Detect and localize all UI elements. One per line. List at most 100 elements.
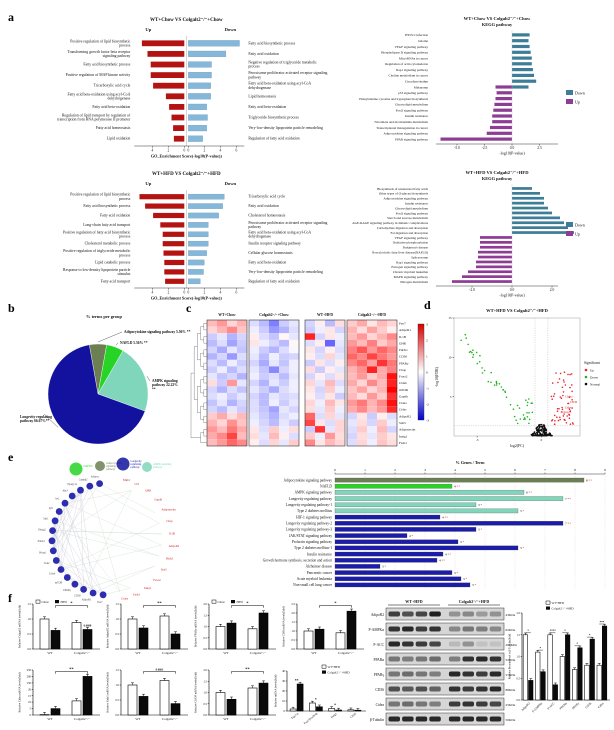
term-bar xyxy=(334,514,441,520)
blot-band xyxy=(489,611,502,617)
heat-cell xyxy=(315,373,325,380)
dot xyxy=(551,419,554,421)
dot xyxy=(481,367,483,369)
blot-band xyxy=(388,626,400,632)
down-bar xyxy=(512,226,568,229)
heat-cell xyxy=(217,359,227,367)
dot xyxy=(533,431,536,434)
heat-cell xyxy=(249,353,259,360)
kegg-term-label: Estrogen signaling pathway xyxy=(391,265,428,269)
heat-cell xyxy=(237,333,247,340)
bubble-label: regulating xyxy=(131,463,143,466)
down-bar xyxy=(188,212,219,219)
up-term-label: dehydrogenase xyxy=(108,97,131,101)
chart-title: WT+HFD VS Colgalt2⁻/⁻+HFD xyxy=(152,172,221,177)
heat-cell xyxy=(367,320,377,327)
node-label: CD36 xyxy=(74,595,81,598)
term-label: Alzheimer disease xyxy=(306,565,333,569)
gene-node-label: Adiponectin xyxy=(161,508,176,512)
heat-cell xyxy=(237,320,247,327)
heat-cell xyxy=(367,439,377,446)
gene-label: PPARγ xyxy=(399,361,409,365)
kegg-term-label: Melanoma xyxy=(414,85,429,89)
pie-label: AMPK signaling xyxy=(152,379,178,383)
down-term-label: pathway xyxy=(248,225,261,229)
up-term-label: Transforming growth factor beta receptor xyxy=(67,50,131,54)
dot xyxy=(569,410,571,413)
edge xyxy=(56,560,104,595)
heat-cell xyxy=(357,392,367,400)
up-bar xyxy=(162,231,185,237)
y-tick: 0.5 xyxy=(291,638,295,642)
heat-cell xyxy=(315,426,325,433)
dot xyxy=(495,384,498,386)
blot-band xyxy=(429,641,441,647)
y-tick: 2.0 xyxy=(517,612,521,615)
heat-cell xyxy=(325,386,335,393)
heat-cell xyxy=(367,392,377,400)
dot xyxy=(584,382,588,386)
pie-slice xyxy=(47,344,146,445)
gene-node-label: Chop xyxy=(166,519,173,523)
node-label: Ppargc1a xyxy=(67,483,77,486)
pathway-node xyxy=(49,547,57,555)
heat-cell xyxy=(315,333,325,340)
pathway-node xyxy=(57,566,65,573)
network-graph: Pex7 AdipoR1 CD36 PPARγ mTOR Cideb Cidec Prkaa1… xyxy=(10,455,215,604)
heat-cell xyxy=(387,346,397,354)
up-term-label: Long-chain fatty acid transport xyxy=(83,223,131,227)
legend-swatch-down xyxy=(566,222,573,227)
heat-cell xyxy=(357,326,367,334)
dot xyxy=(534,432,537,435)
heat-cell xyxy=(357,373,367,380)
dot xyxy=(559,416,561,419)
node-label: Irs1 xyxy=(56,498,61,501)
down-bar xyxy=(512,196,544,200)
dot xyxy=(531,432,534,435)
heat-cell xyxy=(335,406,345,413)
dot xyxy=(564,384,567,386)
term-bar xyxy=(334,502,477,508)
up-bar xyxy=(160,222,185,228)
x-axis-label: log2(FC) xyxy=(510,444,525,448)
heatmap-svg: WT+Chow Colgalt2⁻/⁻+Chow WT+HFD Colgalt2⁻/⁻… xyxy=(190,313,429,447)
heat-cell xyxy=(347,359,357,367)
gene-annotation: Chop xyxy=(562,410,569,414)
edge xyxy=(64,503,162,546)
dot xyxy=(568,413,570,416)
heat-block-border xyxy=(248,319,300,447)
bar xyxy=(565,634,571,701)
panel-label-d: d xyxy=(424,298,431,312)
x-tick: -2.0 xyxy=(469,288,475,292)
down-bar xyxy=(188,231,209,238)
heat-cell xyxy=(325,339,335,347)
gene-label: Pik3r1 xyxy=(399,348,408,352)
dot xyxy=(559,418,561,421)
blot-strip xyxy=(385,682,505,696)
heat-cell xyxy=(249,373,259,380)
y-tick: 40 xyxy=(282,669,285,673)
hfd-bar xyxy=(50,630,61,650)
pathway-node xyxy=(63,574,71,581)
heat-cell xyxy=(279,419,289,427)
heat-cell xyxy=(259,406,269,413)
heat-cell xyxy=(377,419,387,427)
node-label: Sirt1 xyxy=(43,517,49,520)
heat-cell xyxy=(227,439,237,446)
blot-group-header: Colgalt2⁻/⁻+HFD xyxy=(459,599,490,604)
heat-cell xyxy=(367,346,377,354)
up-term-label: Fatty acid biosynthetic process xyxy=(83,63,130,67)
protein-label: CD36 xyxy=(375,688,384,692)
up-bar xyxy=(171,114,185,121)
blot-band xyxy=(489,626,502,632)
heat-cell xyxy=(227,432,237,440)
x-tick: 2 xyxy=(167,148,169,152)
heat-cell xyxy=(207,426,217,433)
kegg-term-label: Adipocytokine signaling pathway xyxy=(384,197,429,201)
category-label: Cidea xyxy=(597,701,605,709)
heat-cell xyxy=(335,439,345,446)
heat-cell xyxy=(357,353,367,360)
edge xyxy=(60,545,162,570)
dot xyxy=(538,431,541,434)
pie-slice xyxy=(97,350,149,412)
